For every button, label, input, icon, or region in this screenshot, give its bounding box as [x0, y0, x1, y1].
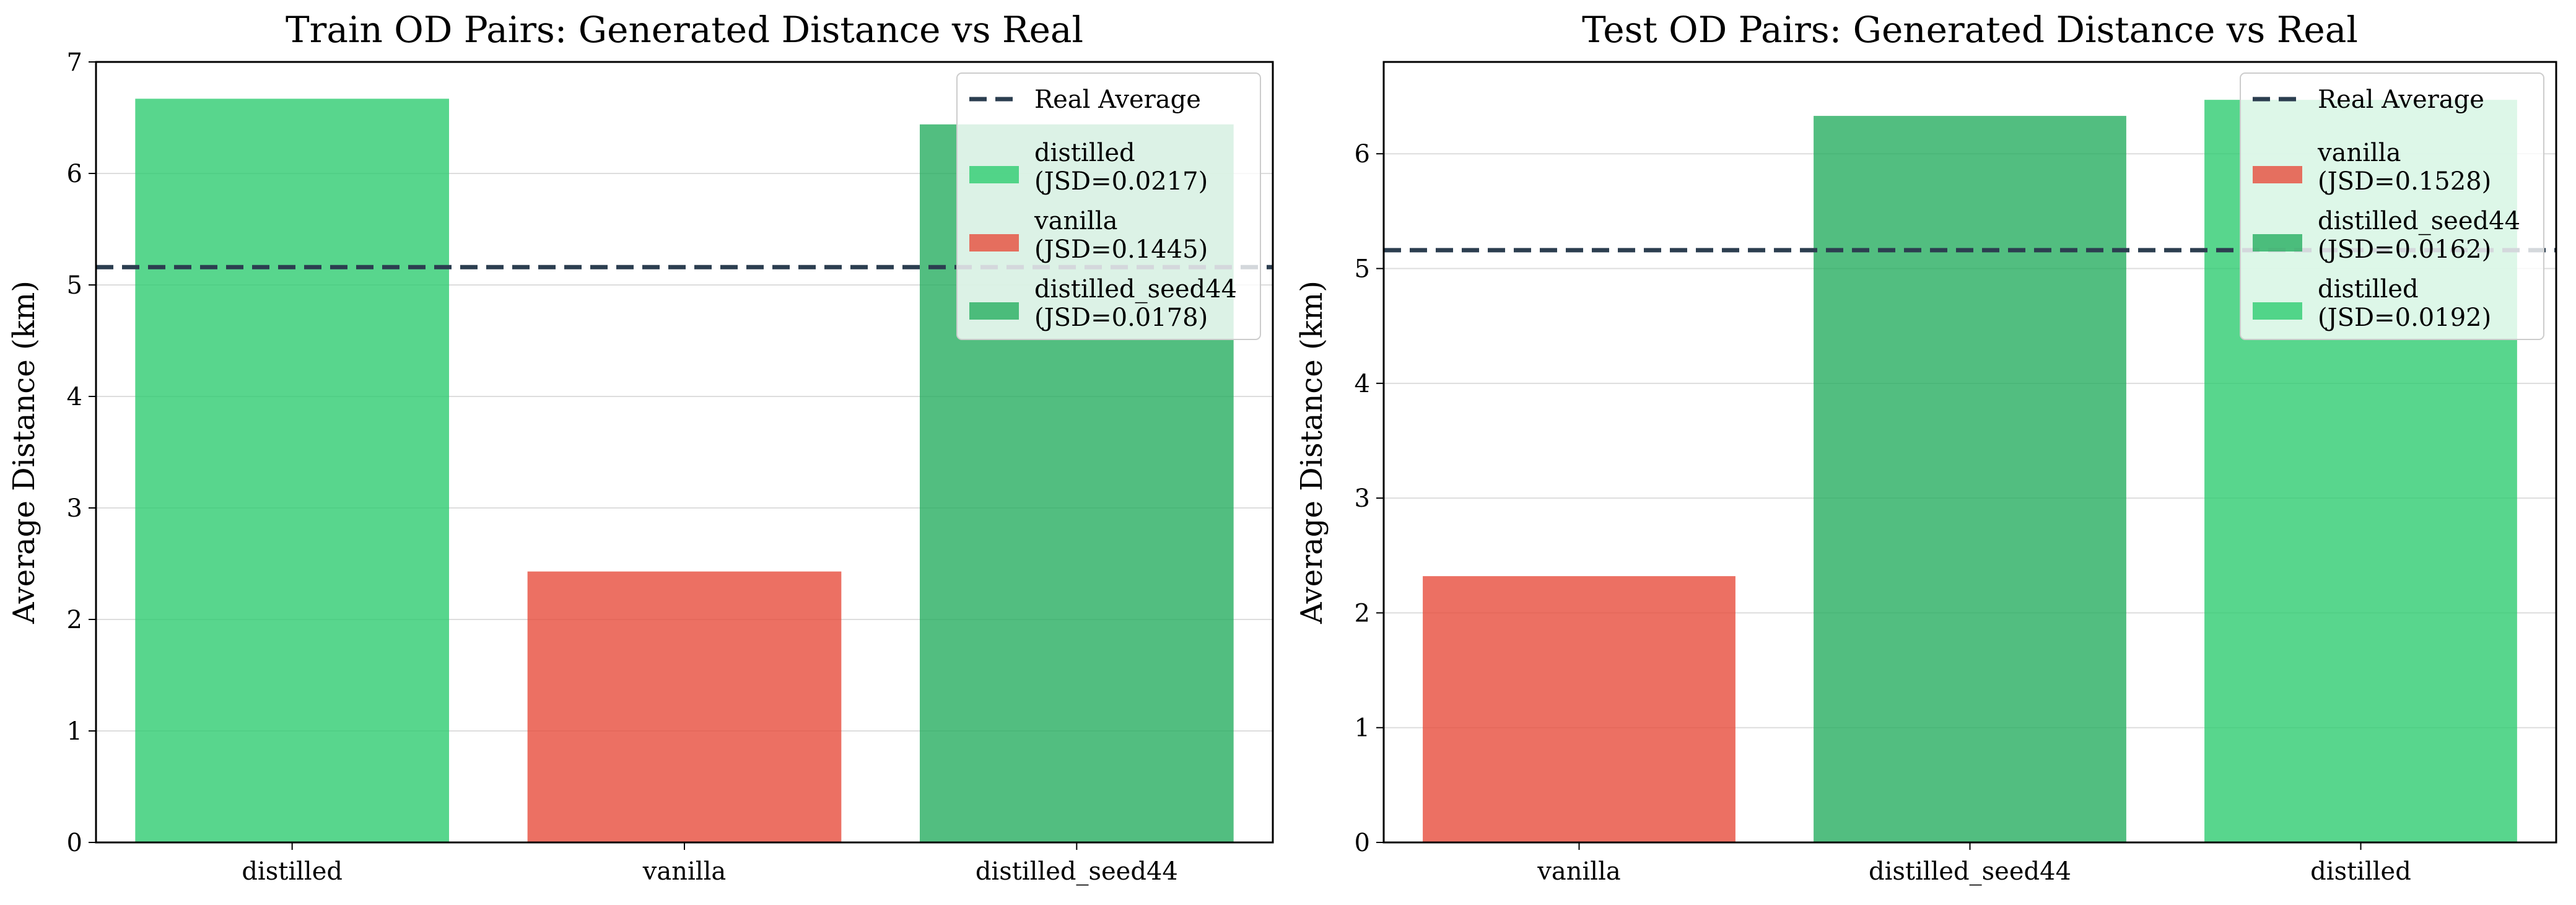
chart-panel-1: Train OD Pairs: Generated Distance vs Re…: [7, 9, 1274, 886]
legend-patch-swatch: [969, 166, 1019, 183]
x-tick-label: distilled_seed44: [1869, 857, 2071, 886]
y-tick-label: 3: [67, 494, 82, 523]
y-tick-label: 0: [67, 829, 82, 857]
legend-label: (JSD=0.0217): [1034, 167, 1208, 196]
y-tick-label: 6: [67, 160, 82, 188]
y-tick-label: 1: [67, 717, 82, 746]
y-tick-label: 2: [1355, 599, 1370, 627]
y-axis-label: Average Distance (km): [1295, 281, 1329, 624]
legend-patch-swatch: [969, 302, 1019, 320]
chart-title: Test OD Pairs: Generated Distance vs Rea…: [1582, 9, 2358, 51]
legend-entry-distilled-seed44: distilled_seed44(JSD=0.0162): [2253, 207, 2520, 264]
legend-entry-distilled: distilled(JSD=0.0192): [2253, 275, 2491, 332]
bar-distilled: [135, 98, 450, 842]
x-tick-label: vanilla: [1537, 857, 1620, 886]
y-tick-label: 0: [1355, 829, 1370, 857]
y-tick-label: 4: [1355, 370, 1370, 398]
legend-label: (JSD=0.0178): [1034, 304, 1208, 332]
axes-frame: [1382, 61, 2557, 844]
chart-title: Train OD Pairs: Generated Distance vs Re…: [286, 9, 1083, 51]
y-tick-label: 3: [1355, 484, 1370, 513]
legend: Real Average vanilla(JSD=0.1528) distilled…: [2240, 72, 2544, 340]
legend-label: distilled: [2318, 275, 2419, 304]
bar-vanilla: [1423, 576, 1736, 842]
legend-entry-distilled-seed44: distilled_seed44(JSD=0.0178): [969, 275, 1237, 332]
chart-panel-2: Test OD Pairs: Generated Distance vs Rea…: [1295, 9, 2557, 886]
x-tick-label: vanilla: [642, 857, 726, 886]
bar-vanilla: [527, 571, 842, 842]
y-axis-label: Average Distance (km): [7, 281, 41, 624]
y-tick-label: 1: [1355, 714, 1370, 743]
legend-label: distilled_seed44: [2318, 207, 2520, 235]
legend-entry-vanilla: vanilla(JSD=0.1528): [2253, 139, 2491, 196]
legend-label: Real Average: [2318, 85, 2484, 114]
x-tick-label: distilled: [242, 857, 343, 886]
x-tick-label: distilled_seed44: [976, 857, 1178, 886]
legend-label: Real Average: [1034, 85, 1201, 114]
legend-patch-swatch: [2253, 234, 2302, 251]
legend-entry-real-average: Real Average: [969, 85, 1201, 114]
axes-frame: [95, 61, 1274, 844]
legend-label: distilled: [1034, 139, 1135, 167]
x-tick-label: distilled: [2310, 857, 2411, 886]
legend-label: (JSD=0.0192): [2318, 304, 2491, 332]
y-tick-label: 5: [67, 271, 82, 300]
bar-distilled_seed44: [1814, 116, 2126, 842]
legend-label: distilled_seed44: [1034, 275, 1237, 304]
legend-label: vanilla: [2317, 139, 2401, 167]
y-tick-label: 5: [1355, 255, 1370, 284]
legend-entry-vanilla: vanilla(JSD=0.1445): [969, 207, 1208, 264]
legend-patch-swatch: [2253, 166, 2302, 183]
legend-label: (JSD=0.1445): [1034, 235, 1208, 264]
legend-label: (JSD=0.0162): [2318, 235, 2491, 264]
legend-box: [2240, 72, 2544, 340]
y-tick-label: 2: [67, 606, 82, 634]
y-tick-label: 7: [67, 48, 82, 77]
y-tick-label: 4: [67, 383, 82, 411]
legend-patch-swatch: [969, 234, 1019, 251]
legend: Real Average distilled(JSD=0.0217) vanilla…: [956, 72, 1261, 340]
legend-patch-swatch: [2253, 302, 2302, 320]
legend-entry-distilled: distilled(JSD=0.0217): [969, 139, 1208, 196]
legend-label: (JSD=0.1528): [2318, 167, 2491, 196]
legend-entry-real-average: Real Average: [2253, 85, 2484, 114]
legend-label: vanilla: [1034, 207, 1117, 235]
y-tick-label: 6: [1355, 140, 1370, 168]
legend-box: [956, 72, 1261, 340]
